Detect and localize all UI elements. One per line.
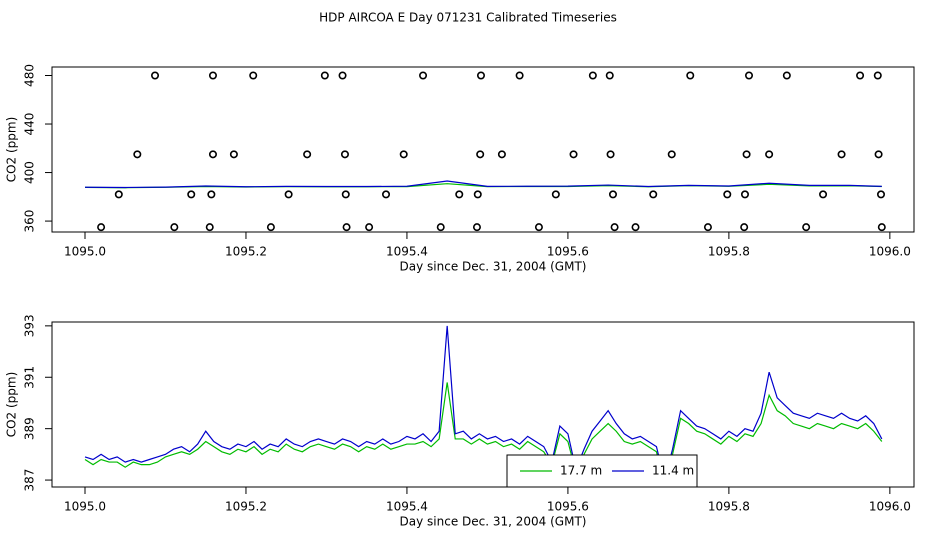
point bbox=[320, 71, 329, 80]
point bbox=[802, 223, 811, 232]
point bbox=[187, 190, 196, 199]
point bbox=[303, 150, 312, 159]
point bbox=[436, 223, 445, 232]
point bbox=[819, 190, 828, 199]
point bbox=[856, 71, 865, 80]
point bbox=[569, 150, 578, 159]
point bbox=[667, 150, 676, 159]
x-axis-label: Day since Dec. 31, 2004 (GMT) bbox=[400, 515, 587, 529]
point bbox=[877, 223, 886, 232]
point bbox=[631, 223, 640, 232]
point bbox=[745, 71, 754, 80]
point bbox=[765, 150, 774, 159]
plot-frame bbox=[51, 66, 915, 233]
x-tick-label: 1096.0 bbox=[869, 245, 911, 259]
point bbox=[473, 190, 482, 199]
point bbox=[740, 223, 749, 232]
point bbox=[205, 223, 214, 232]
point bbox=[551, 190, 560, 199]
point bbox=[873, 71, 882, 80]
y-tick-label: 400 bbox=[23, 161, 37, 184]
x-tick-label: 1095.4 bbox=[386, 500, 428, 514]
point bbox=[782, 71, 791, 80]
point bbox=[382, 190, 391, 199]
point bbox=[284, 190, 293, 199]
point bbox=[497, 150, 506, 159]
legend-label: 17.7 m bbox=[560, 464, 602, 478]
point bbox=[723, 190, 732, 199]
point bbox=[114, 190, 123, 199]
point bbox=[151, 71, 160, 80]
point bbox=[837, 150, 846, 159]
y-tick-label: 440 bbox=[23, 113, 37, 136]
point bbox=[399, 150, 408, 159]
x-tick-label: 1095.4 bbox=[386, 245, 428, 259]
point bbox=[208, 150, 217, 159]
point bbox=[207, 190, 216, 199]
point bbox=[610, 223, 619, 232]
point bbox=[686, 71, 695, 80]
point bbox=[342, 223, 351, 232]
series-line bbox=[84, 180, 882, 189]
y-tick-label: 391 bbox=[23, 366, 37, 389]
x-axis-label: Day since Dec. 31, 2004 (GMT) bbox=[400, 260, 587, 274]
legend-label: 11.4 m bbox=[652, 464, 694, 478]
point bbox=[365, 223, 374, 232]
point bbox=[649, 190, 658, 199]
plot-frame bbox=[51, 321, 915, 488]
x-tick-label: 1095.0 bbox=[64, 245, 106, 259]
y-tick-label: 480 bbox=[23, 64, 37, 87]
point bbox=[515, 71, 524, 80]
point bbox=[341, 190, 350, 199]
point bbox=[605, 71, 614, 80]
point bbox=[472, 223, 481, 232]
point bbox=[877, 190, 886, 199]
point bbox=[229, 150, 238, 159]
point bbox=[608, 190, 617, 199]
point bbox=[170, 223, 179, 232]
point bbox=[476, 71, 485, 80]
point bbox=[742, 150, 751, 159]
y-tick-label: 393 bbox=[23, 314, 37, 337]
series-line bbox=[84, 325, 883, 481]
x-tick-label: 1095.8 bbox=[708, 500, 750, 514]
x-tick-label: 1095.2 bbox=[225, 500, 267, 514]
point bbox=[133, 150, 142, 159]
series-line bbox=[84, 382, 883, 485]
point bbox=[588, 71, 597, 80]
y-tick-label: 387 bbox=[23, 469, 37, 492]
point bbox=[249, 71, 258, 80]
point bbox=[874, 150, 883, 159]
x-tick-label: 1095.2 bbox=[225, 245, 267, 259]
point bbox=[97, 223, 106, 232]
x-tick-label: 1096.0 bbox=[869, 500, 911, 514]
point bbox=[740, 190, 749, 199]
y-tick-label: 389 bbox=[23, 417, 37, 440]
point bbox=[208, 71, 217, 80]
point bbox=[266, 223, 275, 232]
point bbox=[703, 223, 712, 232]
point bbox=[455, 190, 464, 199]
y-axis-label: CO2 (ppm) bbox=[5, 117, 19, 183]
x-tick-label: 1095.8 bbox=[708, 245, 750, 259]
x-tick-label: 1095.0 bbox=[64, 500, 106, 514]
point bbox=[476, 150, 485, 159]
point bbox=[419, 71, 428, 80]
x-tick-label: 1095.6 bbox=[547, 245, 589, 259]
chart-title: HDP AIRCOA E Day 071231 Calibrated Times… bbox=[319, 11, 617, 25]
point bbox=[606, 150, 615, 159]
y-axis-label: CO2 (ppm) bbox=[5, 372, 19, 438]
point bbox=[534, 223, 543, 232]
y-tick-label: 360 bbox=[23, 210, 37, 233]
point bbox=[338, 71, 347, 80]
x-tick-label: 1095.6 bbox=[547, 500, 589, 514]
point bbox=[340, 150, 349, 159]
